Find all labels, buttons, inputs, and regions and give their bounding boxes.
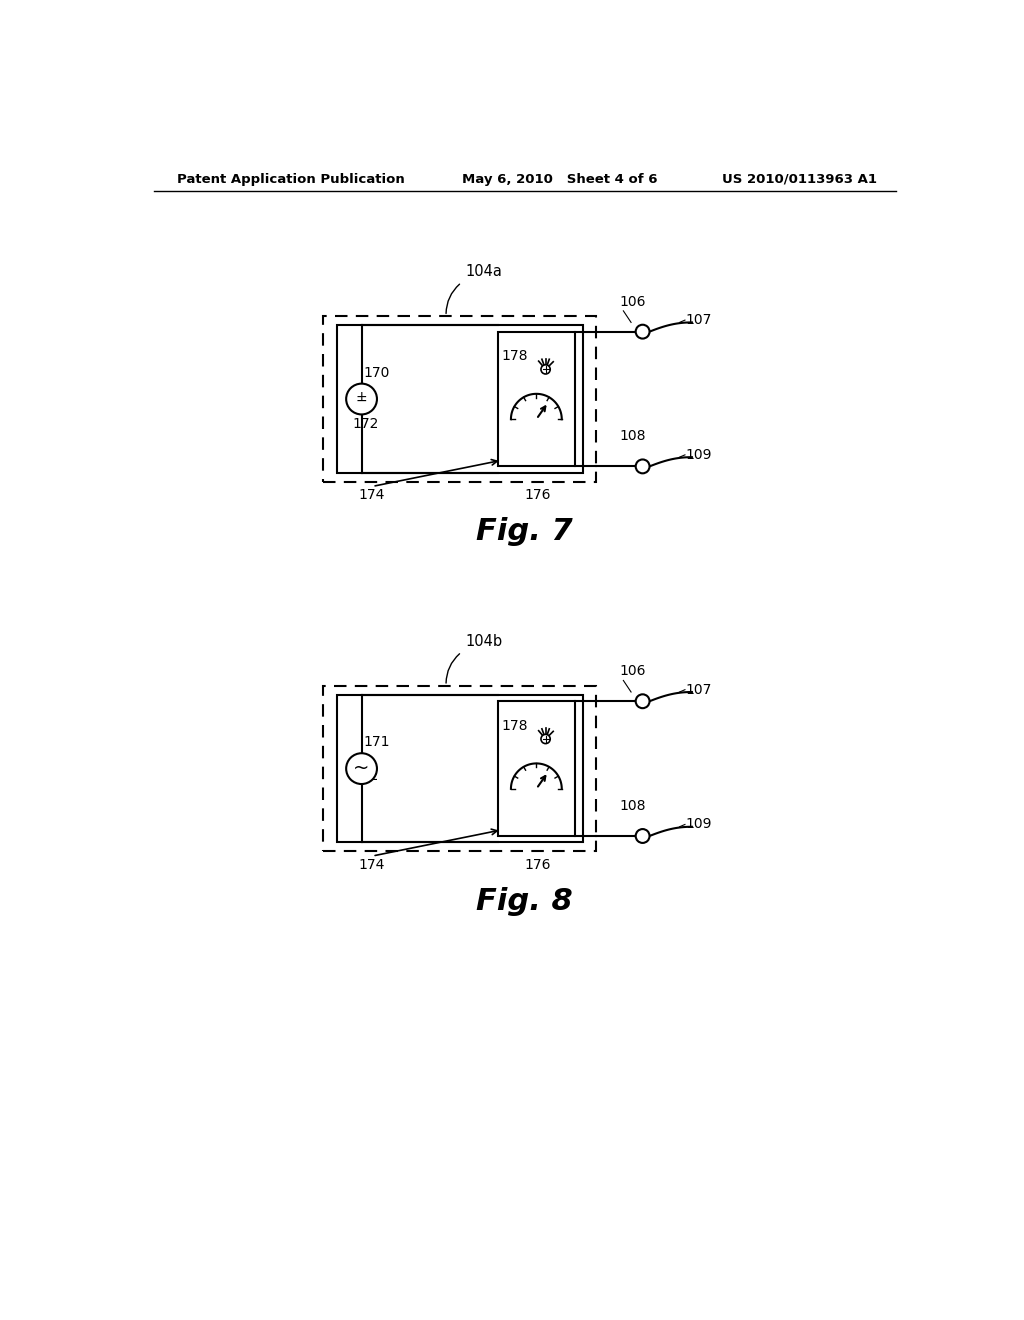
Bar: [337, 326, 583, 473]
Bar: [498, 701, 574, 836]
Circle shape: [636, 325, 649, 339]
Text: 178: 178: [502, 718, 528, 733]
Text: 172: 172: [352, 770, 379, 783]
Text: 171: 171: [364, 735, 390, 750]
Text: ~: ~: [353, 759, 370, 777]
Circle shape: [636, 694, 649, 708]
Text: US 2010/0113963 A1: US 2010/0113963 A1: [723, 173, 878, 186]
Text: Patent Application Publication: Patent Application Publication: [177, 173, 404, 186]
Text: 170: 170: [364, 366, 390, 380]
Text: 109: 109: [685, 447, 712, 462]
Text: 109: 109: [685, 817, 712, 832]
Circle shape: [346, 384, 377, 414]
Circle shape: [541, 734, 550, 743]
Text: 106: 106: [620, 294, 646, 309]
Text: 172: 172: [352, 417, 379, 430]
Text: 104b: 104b: [466, 634, 503, 649]
Text: 178: 178: [502, 348, 528, 363]
Bar: [323, 686, 596, 851]
Text: 106: 106: [620, 664, 646, 678]
Text: 107: 107: [685, 313, 712, 327]
Text: Fig. 8: Fig. 8: [476, 887, 573, 916]
Circle shape: [636, 829, 649, 843]
Text: −: −: [355, 395, 368, 408]
Bar: [498, 331, 574, 466]
Text: 176: 176: [524, 488, 551, 502]
Circle shape: [346, 754, 377, 784]
Text: 108: 108: [620, 429, 646, 444]
Text: 176: 176: [524, 858, 551, 871]
Text: 104a: 104a: [466, 264, 503, 280]
Circle shape: [541, 364, 550, 374]
Text: Fig. 7: Fig. 7: [476, 517, 573, 546]
Bar: [337, 696, 583, 842]
Circle shape: [636, 459, 649, 474]
Text: May 6, 2010   Sheet 4 of 6: May 6, 2010 Sheet 4 of 6: [462, 173, 657, 186]
Text: 174: 174: [358, 488, 385, 502]
Text: 107: 107: [685, 682, 712, 697]
Bar: [323, 317, 596, 482]
Text: 174: 174: [358, 858, 385, 871]
Text: +: +: [355, 389, 368, 404]
Text: 108: 108: [620, 799, 646, 813]
